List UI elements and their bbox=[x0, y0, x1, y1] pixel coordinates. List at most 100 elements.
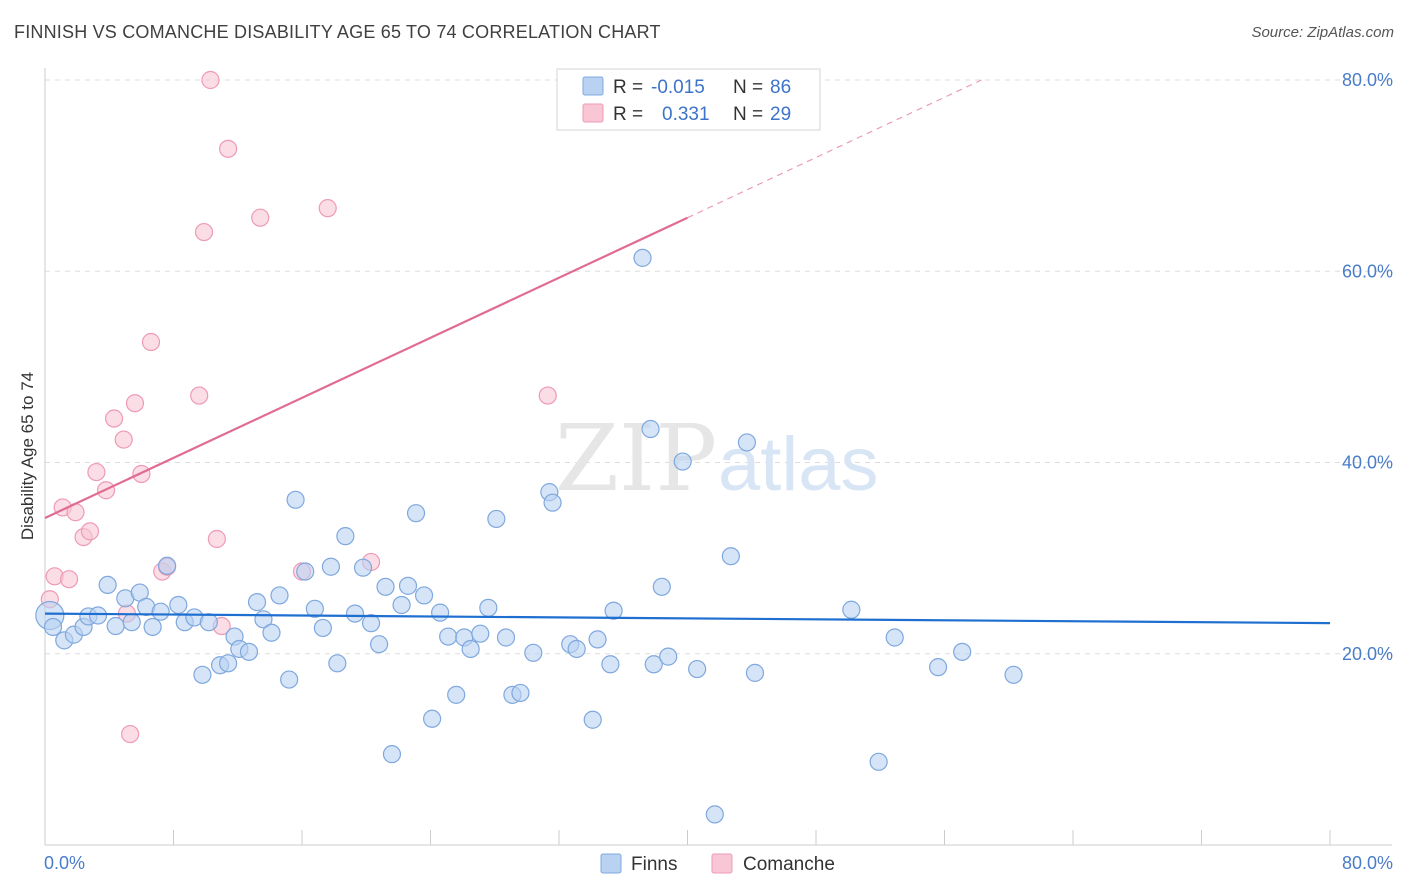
finns-point bbox=[296, 562, 315, 581]
finns-point bbox=[567, 639, 586, 659]
finns-point bbox=[604, 601, 623, 620]
finns-point bbox=[247, 593, 267, 612]
finns-point bbox=[193, 665, 212, 684]
comanche-series-label: Comanche bbox=[743, 854, 835, 875]
comanche-point bbox=[104, 409, 124, 428]
finns-series-swatch bbox=[600, 853, 622, 874]
finns-point bbox=[885, 628, 904, 647]
finns-point bbox=[583, 710, 602, 729]
finns-point bbox=[169, 595, 188, 615]
comanche-r-value: 0.331 bbox=[662, 104, 710, 125]
finns-point bbox=[157, 556, 177, 575]
finns-point bbox=[98, 575, 117, 595]
finns-point bbox=[143, 617, 162, 637]
y-tick-label-20: 20.0% bbox=[1342, 644, 1393, 664]
y-tick-labels: 20.0% 40.0% 60.0% 80.0% bbox=[1342, 70, 1393, 664]
finns-point bbox=[953, 642, 972, 661]
finns-point bbox=[286, 490, 305, 509]
comanche-point bbox=[207, 529, 226, 549]
y-tick-label-40: 40.0% bbox=[1342, 453, 1393, 473]
finns-point bbox=[43, 617, 63, 637]
finns-point bbox=[305, 599, 324, 618]
finns-point bbox=[406, 504, 426, 523]
finns-point bbox=[239, 642, 259, 661]
finns-point bbox=[1004, 665, 1023, 684]
finns-point bbox=[479, 598, 498, 617]
y-tick-label-80: 80.0% bbox=[1342, 70, 1393, 90]
x-tick-label-max: 80.0% bbox=[1342, 853, 1393, 873]
finns-point bbox=[376, 577, 395, 596]
finns-point bbox=[280, 670, 299, 689]
finns-point bbox=[652, 577, 671, 596]
finns-trend-line bbox=[44, 612, 1331, 625]
finns-point bbox=[361, 614, 381, 633]
finns-point bbox=[321, 557, 341, 576]
finns-point bbox=[745, 663, 765, 682]
finns-point bbox=[219, 654, 238, 673]
finns-point bbox=[601, 655, 620, 674]
comanche-series-swatch bbox=[711, 853, 733, 874]
stats-legend: R = -0.015 N = 86 R = 0.331 N = 29 bbox=[556, 68, 821, 131]
finns-point bbox=[414, 586, 434, 605]
finns-point bbox=[928, 658, 948, 677]
comanche-n-label: N = bbox=[733, 104, 763, 125]
finns-point bbox=[461, 639, 480, 659]
chart-title: FINNISH VS COMANCHE DISABILITY AGE 65 TO… bbox=[14, 22, 661, 42]
finns-point bbox=[644, 655, 663, 674]
finns-point bbox=[487, 509, 506, 529]
finns-point bbox=[511, 683, 530, 703]
finns-point bbox=[423, 709, 442, 728]
finns-point bbox=[199, 613, 218, 632]
finns-point bbox=[398, 576, 418, 595]
finns-point bbox=[688, 659, 707, 679]
comanche-point bbox=[80, 522, 100, 541]
finns-n-value: 86 bbox=[770, 77, 791, 98]
finns-point bbox=[353, 558, 373, 577]
comanche-point bbox=[125, 394, 145, 413]
comanche-point bbox=[538, 386, 557, 405]
finns-point bbox=[328, 654, 347, 673]
finns-point bbox=[431, 603, 450, 622]
finns-point bbox=[447, 685, 466, 704]
finns-point bbox=[673, 452, 692, 471]
finns-point bbox=[336, 527, 355, 546]
finns-point bbox=[705, 805, 724, 824]
finns-point bbox=[392, 595, 411, 615]
comanche-n-value: 29 bbox=[770, 104, 791, 125]
finns-n-label: N = bbox=[733, 77, 763, 98]
finns-point bbox=[659, 647, 678, 666]
series-legend: Finns Comanche bbox=[600, 853, 835, 875]
comanche-point bbox=[87, 462, 106, 482]
comanche-trend-line bbox=[44, 216, 688, 519]
axes bbox=[44, 68, 1392, 846]
finns-point bbox=[588, 630, 607, 649]
comanche-r-label: R = bbox=[613, 104, 643, 125]
finns-legend-swatch bbox=[582, 76, 604, 96]
finns-point bbox=[737, 433, 757, 452]
comanche-point bbox=[190, 386, 209, 405]
finns-point bbox=[88, 606, 108, 625]
comanche-legend-swatch bbox=[582, 103, 604, 123]
watermark: ZIP atlas bbox=[555, 405, 879, 512]
comanche-point bbox=[201, 70, 220, 90]
finns-point bbox=[313, 618, 332, 638]
finns-point bbox=[122, 613, 141, 632]
comanche-point bbox=[318, 199, 337, 218]
comanche-point bbox=[114, 430, 133, 449]
finns-point bbox=[270, 586, 289, 605]
comanche-point bbox=[141, 332, 161, 352]
finns-point bbox=[262, 623, 281, 642]
trend-lines bbox=[44, 79, 1331, 625]
finns-point bbox=[382, 745, 402, 764]
comanche-point bbox=[219, 139, 238, 158]
finns-point bbox=[471, 624, 490, 643]
finns-point bbox=[345, 604, 365, 623]
finns-point bbox=[842, 600, 861, 619]
finns-point bbox=[524, 643, 543, 662]
finns-point bbox=[496, 628, 516, 647]
finns-r-label: R = bbox=[613, 77, 643, 98]
finns-series bbox=[35, 248, 1023, 824]
x-axis-ticks bbox=[173, 830, 1331, 845]
comanche-point bbox=[59, 570, 79, 589]
